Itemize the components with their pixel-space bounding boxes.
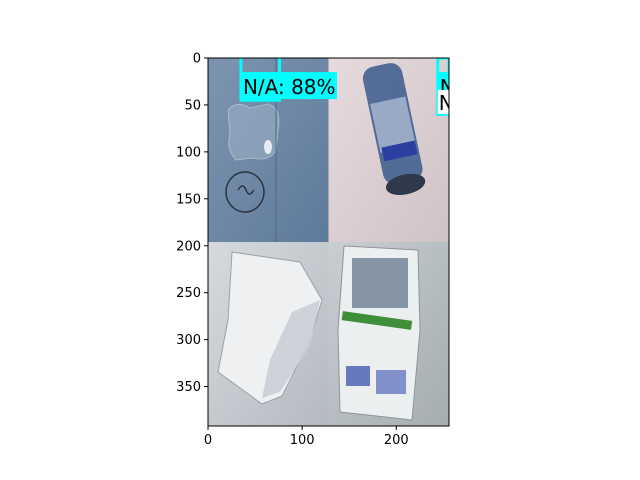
x-tick-label: 0 xyxy=(204,433,212,448)
flyer-image-block xyxy=(352,258,408,308)
scribble-circle xyxy=(225,171,265,213)
paper-foil xyxy=(262,300,320,398)
y-axis: 0 50 100 150 200 250 300 350 xyxy=(176,52,208,395)
y-tick-label: 250 xyxy=(176,286,201,301)
detection-label-bg xyxy=(437,89,449,114)
x-axis: 0 100 200 xyxy=(204,426,409,448)
y-tick-label: 50 xyxy=(184,98,201,113)
detections: N/A: 88% NN xyxy=(239,58,455,116)
flyer-green-band xyxy=(341,311,413,330)
y-tick-label: 100 xyxy=(176,145,201,160)
x-tick-label: 200 xyxy=(384,433,409,448)
scribble-mark xyxy=(237,185,255,195)
flyer-coupon-2 xyxy=(376,370,406,394)
y-tick-label: 200 xyxy=(176,239,201,254)
detection-label-bg xyxy=(437,72,449,100)
detection-label-bg xyxy=(240,72,337,100)
x-tick-label: 100 xyxy=(290,433,315,448)
detection-label: N xyxy=(440,75,455,99)
bottle xyxy=(362,63,426,195)
detection-label-extra: N xyxy=(439,91,454,115)
y-tick-label: 350 xyxy=(176,380,201,395)
y-tick-label: 150 xyxy=(176,192,201,207)
tile-decorations xyxy=(217,58,426,421)
wrapper-highlight xyxy=(264,140,272,154)
axes-frame xyxy=(207,57,450,427)
flyer-coupon-1 xyxy=(346,366,370,386)
wrapper-shape xyxy=(227,103,280,161)
detection-label: N/A: 88% xyxy=(243,75,336,99)
y-tick-label: 300 xyxy=(176,333,201,348)
y-tick-label: 0 xyxy=(193,52,201,67)
